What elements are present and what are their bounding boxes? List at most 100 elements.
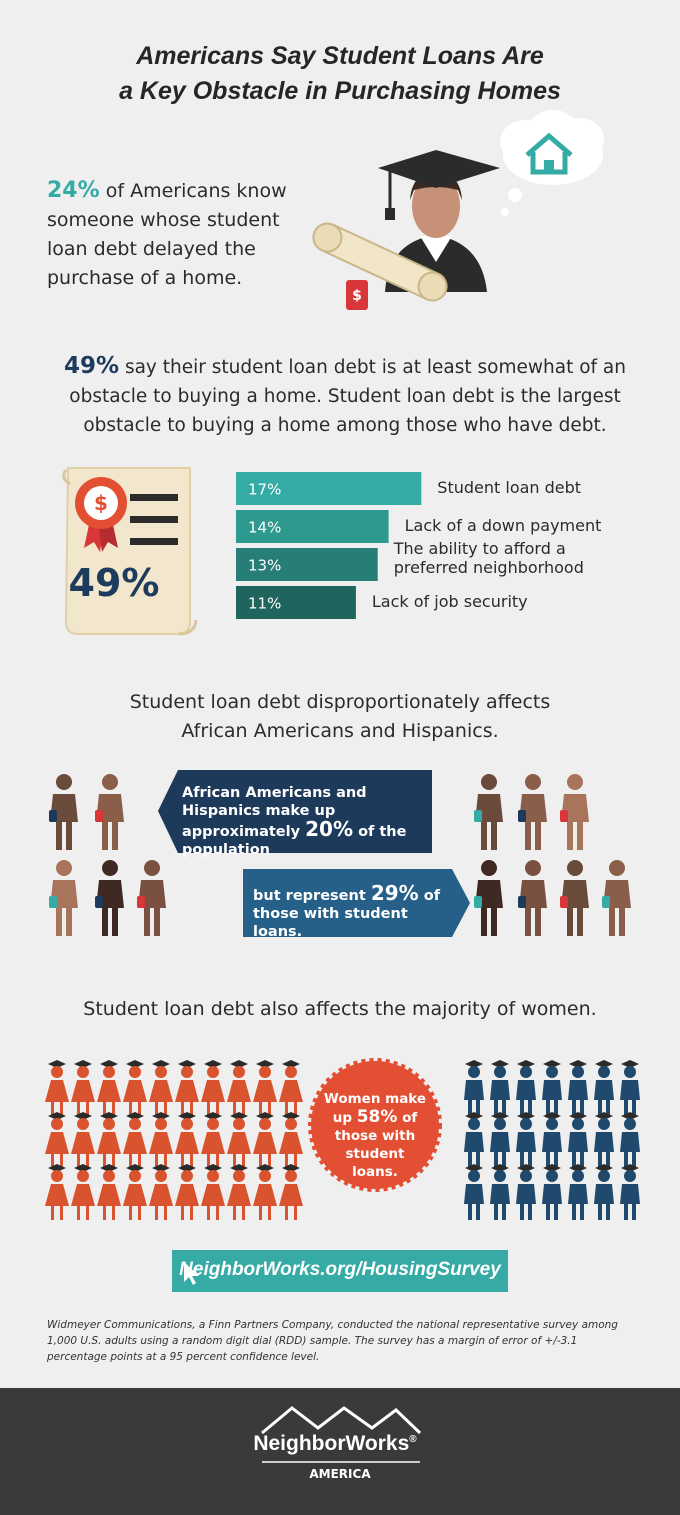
- link-button[interactable]: [172, 1250, 508, 1292]
- head: [598, 1170, 610, 1182]
- woman-icon: [97, 1112, 121, 1168]
- cap: [100, 1164, 118, 1172]
- footnote: Widmeyer Communications, a Finn Partners…: [47, 1319, 618, 1363]
- woman-icon: [149, 1112, 173, 1168]
- head: [259, 1066, 271, 1078]
- person-icon: [95, 774, 124, 850]
- dress: [45, 1132, 69, 1168]
- head: [520, 1170, 532, 1182]
- head: [468, 1066, 480, 1078]
- woman-icon: [149, 1060, 173, 1116]
- head: [494, 1066, 506, 1078]
- head: [77, 1066, 89, 1078]
- person-icon: [560, 774, 589, 850]
- man-icon: [568, 1060, 588, 1116]
- bag: [474, 810, 482, 822]
- category-label: Lack of a down payment: [404, 516, 602, 535]
- person-icon: [474, 860, 503, 936]
- person-icon: [49, 860, 78, 936]
- bag: [518, 810, 526, 822]
- man-icon: [464, 1164, 484, 1220]
- bag: [137, 896, 145, 908]
- cap: [48, 1112, 66, 1120]
- woman-icon: [123, 1164, 147, 1220]
- body: [620, 1184, 640, 1220]
- dress: [123, 1184, 147, 1220]
- dress: [253, 1132, 277, 1168]
- graduate: [312, 150, 500, 310]
- body: [519, 880, 547, 936]
- head: [103, 1170, 115, 1182]
- dress: [201, 1132, 225, 1168]
- body: [594, 1184, 614, 1220]
- dress: [123, 1132, 147, 1168]
- woman-icon: [123, 1112, 147, 1168]
- man-icon: [542, 1112, 562, 1168]
- head: [155, 1066, 167, 1078]
- cap: [256, 1164, 274, 1172]
- cap: [152, 1060, 170, 1068]
- body: [519, 794, 547, 850]
- body: [568, 1080, 588, 1116]
- woman-icon: [97, 1164, 121, 1220]
- body: [542, 1132, 562, 1168]
- stat-2: 49% say their student loan debt is at le…: [60, 352, 630, 440]
- man-icon: [620, 1112, 640, 1168]
- woman-icon: [175, 1164, 199, 1220]
- callout-box: [158, 770, 432, 853]
- cap: [178, 1112, 196, 1120]
- head: [103, 1066, 115, 1078]
- title-line: a Key Obstacle in Purchasing Homes: [119, 77, 561, 105]
- body: [490, 1080, 510, 1116]
- head: [598, 1118, 610, 1130]
- badge-edge: [308, 1058, 442, 1192]
- body: [490, 1184, 510, 1220]
- footer-bg: [0, 1388, 680, 1515]
- body: [620, 1080, 640, 1116]
- link[interactable]: NeighborWorks.org/HousingSurvey: [179, 1259, 501, 1280]
- callout-box: [243, 869, 470, 937]
- bar: [236, 586, 356, 619]
- cap: [152, 1164, 170, 1172]
- head: [572, 1170, 584, 1182]
- man-icon: [594, 1112, 614, 1168]
- woman-icon: [97, 1060, 121, 1116]
- man-icon: [542, 1164, 562, 1220]
- cap: [621, 1112, 639, 1120]
- cap: [465, 1112, 483, 1120]
- head: [51, 1170, 63, 1182]
- bag: [95, 810, 103, 822]
- body: [50, 794, 78, 850]
- cap: [126, 1164, 144, 1172]
- cap: [230, 1164, 248, 1172]
- dress: [227, 1080, 251, 1116]
- head: [598, 1066, 610, 1078]
- cap: [74, 1060, 92, 1068]
- woman-icon: [253, 1060, 277, 1116]
- cap: [569, 1060, 587, 1068]
- cap: [204, 1164, 222, 1172]
- stat-highlight: 49%: [64, 353, 120, 379]
- cap: [230, 1060, 248, 1068]
- woman-icon: [45, 1060, 69, 1116]
- head: [494, 1170, 506, 1182]
- dress: [175, 1080, 199, 1116]
- bar: [236, 548, 378, 581]
- person-icon: [518, 860, 547, 936]
- head: [481, 774, 497, 790]
- dress: [253, 1184, 277, 1220]
- head: [259, 1170, 271, 1182]
- head: [144, 860, 160, 876]
- cap: [100, 1112, 118, 1120]
- man-icon: [594, 1164, 614, 1220]
- body: [542, 1184, 562, 1220]
- head: [233, 1170, 245, 1182]
- woman-icon: [71, 1060, 95, 1116]
- man-icon: [516, 1060, 536, 1116]
- callout-text: but represent: [253, 888, 366, 904]
- body: [516, 1080, 536, 1116]
- bar-value-label: 14%: [248, 519, 281, 537]
- man-icon: [620, 1164, 640, 1220]
- body: [568, 1132, 588, 1168]
